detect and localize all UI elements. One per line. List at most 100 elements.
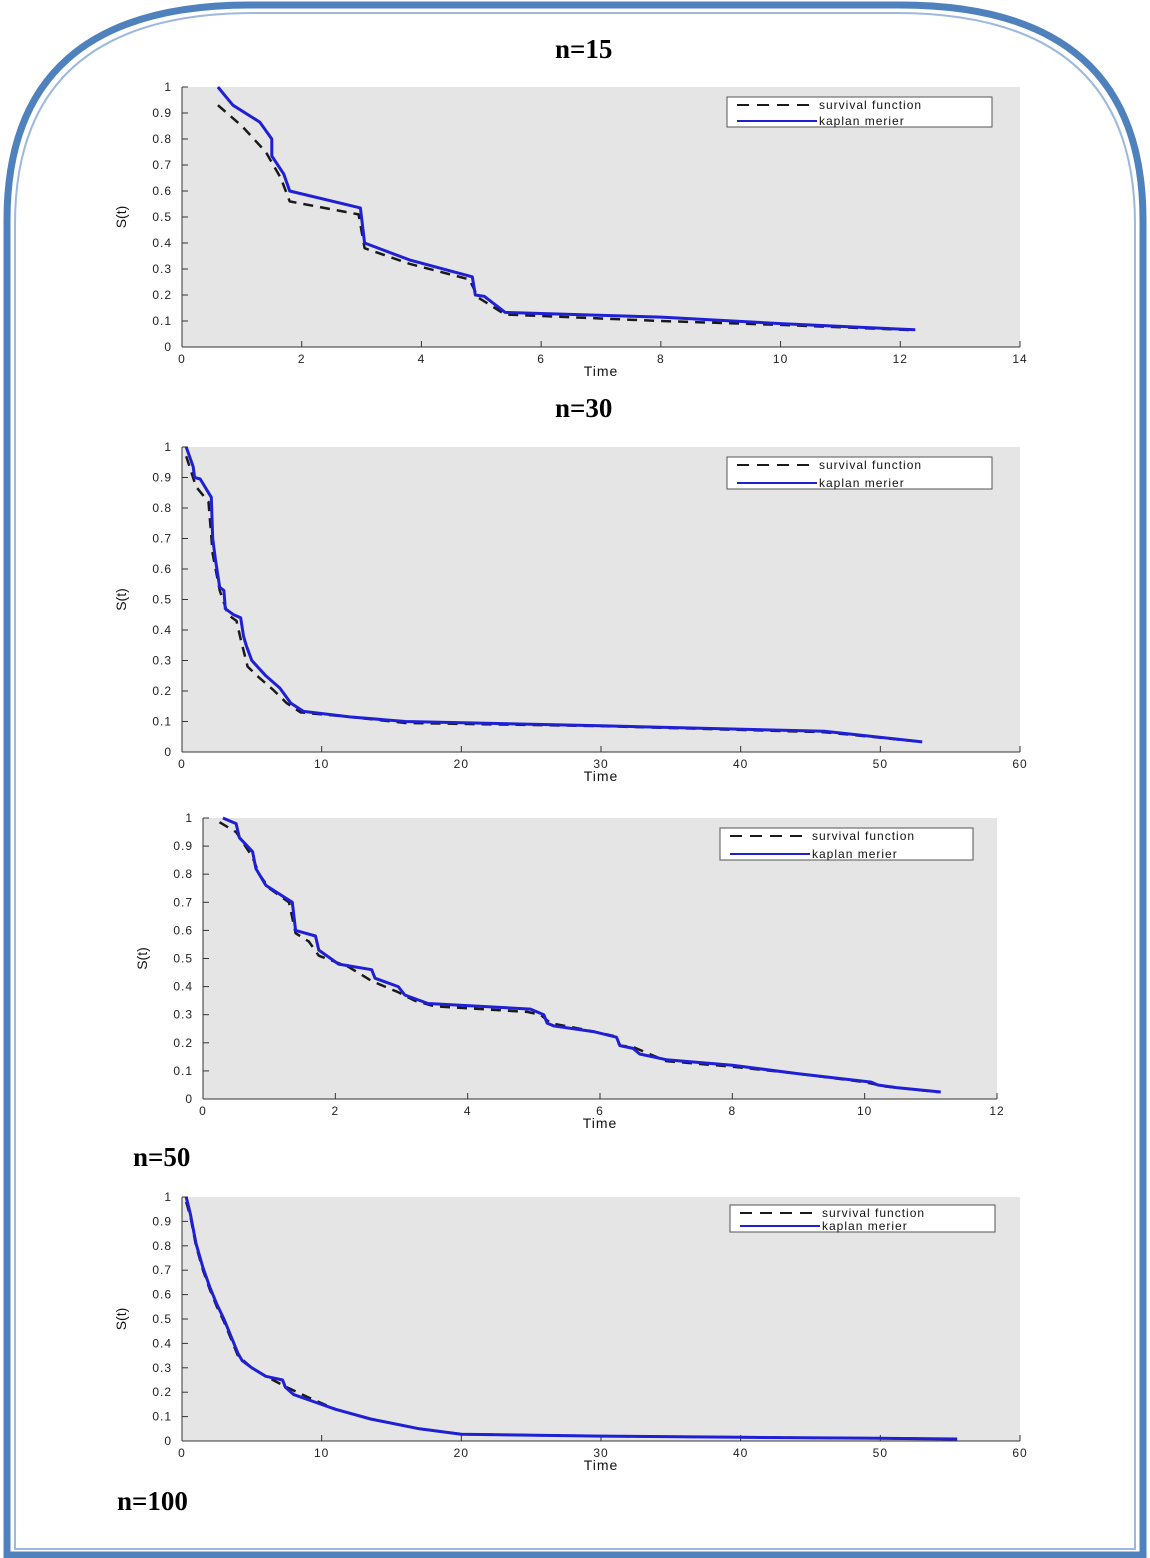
y-tick-label: 0.8 [152, 132, 172, 146]
x-tick-label: 10 [314, 1446, 329, 1460]
legend-label: kaplan merier [819, 476, 905, 490]
plot-area [182, 447, 1020, 752]
legend-label: survival function [819, 458, 922, 472]
legend-label: kaplan merier [822, 1219, 908, 1233]
chart-2: 0 2 4 6 8 10 12 0 0.1 0.2 0.3 0.4 0.5 0.6 0.7 0.8 0.9 1 Ti… [134, 811, 1004, 1131]
x-tick-label: 6 [537, 352, 545, 366]
x-tick-label: 0 [178, 352, 186, 366]
y-tick-label: 0.6 [152, 184, 172, 198]
y-tick-label: 1 [185, 811, 193, 825]
y-tick-label: 0.6 [152, 1288, 172, 1302]
x-axis-label: Time [584, 363, 619, 379]
legend-label: survival function [812, 829, 915, 843]
y-tick-label: 0 [164, 1434, 172, 1448]
x-tick-label: 4 [418, 352, 426, 366]
x-tick-label: 8 [728, 1104, 736, 1118]
y-tick-label: 0.6 [152, 562, 172, 576]
y-axis-label: S(t) [113, 206, 129, 229]
y-axis-label: S(t) [113, 588, 129, 611]
panel-title-n50: n=50 [133, 1142, 191, 1172]
series-kaplan-merier-line [184, 446, 923, 744]
x-tick-label: 0 [178, 1446, 186, 1460]
y-tick-label: 0.5 [173, 952, 193, 966]
y-tick-label: 0.2 [152, 1385, 172, 1399]
panel-title-n30: n=30 [555, 393, 613, 423]
plot-area [203, 818, 997, 1099]
x-tick-label: 2 [298, 352, 306, 366]
y-tick-label: 1 [164, 1190, 172, 1204]
y-tick-label: 0.9 [152, 106, 172, 120]
x-tick-label: 60 [1012, 1446, 1027, 1460]
x-tick-label: 0 [199, 1104, 207, 1118]
y-tick-label: 0.5 [152, 593, 172, 607]
y-tick-label: 0.3 [152, 654, 172, 668]
series-survival-function-line [217, 104, 913, 332]
y-tick-label: 0.4 [173, 980, 193, 994]
y-tick-label: 0.8 [173, 867, 193, 881]
legend-label: kaplan merier [819, 114, 905, 128]
y-tick-label: 0.1 [173, 1064, 193, 1078]
y-tick-label: 0.8 [152, 501, 172, 515]
x-axis-label: Time [583, 1115, 618, 1131]
y-tick-label: 0.4 [152, 623, 172, 637]
x-tick-label: 10 [857, 1104, 872, 1118]
y-tick-label: 0.9 [152, 1214, 172, 1228]
x-tick-label: 40 [733, 757, 748, 771]
y-tick-label: 1 [164, 440, 172, 454]
legend: survival function kaplan merier [726, 456, 993, 490]
x-tick-label: 20 [454, 757, 469, 771]
x-tick-label: 50 [873, 757, 888, 771]
y-tick-label: 0.7 [152, 532, 172, 546]
panel-title-n100: n=100 [117, 1486, 188, 1516]
frame-inner-line [14, 12, 1136, 1550]
x-tick-label: 12 [989, 1104, 1004, 1118]
y-axis-label: S(t) [134, 947, 150, 970]
panel-title-n15: n=15 [555, 34, 613, 64]
legend-box [729, 1204, 996, 1233]
x-tick-label: 20 [454, 1446, 469, 1460]
x-tick-label: 10 [314, 757, 329, 771]
x-tick-label: 12 [893, 352, 908, 366]
y-tick-label: 0.7 [152, 1263, 172, 1277]
y-tick-label: 0 [164, 745, 172, 759]
x-tick-label: 60 [1012, 757, 1027, 771]
series-kaplan-merier-line [216, 86, 916, 332]
y-tick-label: 0.8 [152, 1239, 172, 1253]
y-tick-label: 0.3 [152, 262, 172, 276]
legend-label: survival function [819, 98, 922, 112]
y-tick-label: 0.5 [152, 1312, 172, 1326]
x-tick-label: 30 [593, 757, 608, 771]
y-tick-label: 0.1 [152, 1410, 172, 1424]
y-tick-label: 0.7 [173, 895, 193, 909]
y-tick-label: 0.2 [152, 288, 172, 302]
y-axis-label: S(t) [113, 1308, 129, 1331]
series-kaplan-merier-line [184, 1196, 958, 1441]
chart-0: 0 2 4 6 8 10 12 14 0 0.1 0.2 0.3 0.4 0.5 0.6 0.7 0.8 0.9 1… [113, 80, 1027, 379]
y-tick-label: 0.2 [173, 1036, 193, 1050]
y-tick-label: 0.5 [152, 210, 172, 224]
x-tick-label: 30 [593, 1446, 608, 1460]
x-tick-label: 2 [331, 1104, 339, 1118]
x-tick-label: 10 [773, 352, 788, 366]
y-tick-label: 0.6 [173, 923, 193, 937]
y-tick-label: 0.1 [152, 314, 172, 328]
chart-1: 0 10 20 30 40 50 60 0 0.1 0.2 0.3 0.4 0.5 0.6 0.7 0.8 0.… [113, 440, 1027, 784]
x-tick-label: 14 [1012, 352, 1027, 366]
chart-3: 0 10 20 30 40 50 60 0 0.1 0.2 0.3 0.4 0.5 0.6 0.7 0.8 0.… [113, 1190, 1027, 1473]
y-tick-label: 0 [185, 1092, 193, 1106]
y-tick-label: 0.7 [152, 158, 172, 172]
y-tick-label: 0.4 [152, 1336, 172, 1350]
frame-outer-line [3, 1, 1147, 1558]
y-tick-label: 0 [164, 340, 172, 354]
x-tick-label: 4 [464, 1104, 472, 1118]
series-kaplan-merier-line [222, 816, 941, 1094]
x-tick-label: 6 [596, 1104, 604, 1118]
x-tick-label: 0 [178, 757, 186, 771]
plot-area [182, 1197, 1020, 1441]
legend-label: survival function [822, 1206, 925, 1220]
y-tick-label: 1 [164, 80, 172, 94]
